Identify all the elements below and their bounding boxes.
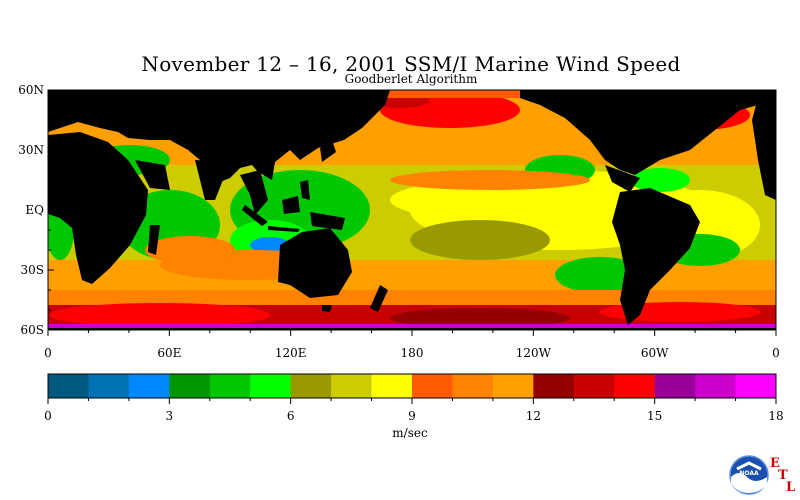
colorbar-tick-label: 3 (166, 409, 174, 423)
colorbar-swatch (695, 374, 737, 398)
lon-label: 180 (401, 346, 424, 360)
colorbar-swatch (654, 374, 696, 398)
colorbar-ticks: 0 3 6 9 12 15 18 (44, 398, 784, 423)
colorbar-swatch (533, 374, 575, 398)
lon-label: 60E (157, 346, 181, 360)
land-masses (48, 90, 776, 330)
southeast-asia (240, 170, 268, 215)
noaa-badge-text: NOAA (739, 470, 759, 477)
europe-africa-edge (752, 90, 776, 200)
lon-label: 120W (516, 346, 552, 360)
colorbar-swatch (371, 374, 413, 398)
colorbar-swatch (412, 374, 453, 398)
madagascar (148, 225, 160, 255)
colorbar-tick-label: 18 (768, 409, 783, 423)
longitude-axis: 0 60E 120E 180 120W 60W 0 (44, 330, 780, 360)
lon-label: 0 (44, 346, 52, 360)
north-america (520, 90, 776, 175)
colorbar-swatch (735, 374, 777, 398)
colorbar-swatch (573, 374, 615, 398)
java (268, 226, 300, 232)
colorbar-swatch (48, 374, 89, 398)
etl-letter-l: L (786, 480, 796, 495)
colorbar-swatch (169, 374, 211, 398)
map-subtitle: Goodberlet Algorithm (344, 72, 478, 86)
new-zealand (370, 285, 388, 312)
borneo (282, 196, 300, 214)
lon-label: 60W (641, 346, 669, 360)
noaa-logo: NOAA (729, 455, 769, 495)
lat-label: 60N (18, 83, 44, 97)
antarctica-edge (48, 328, 776, 330)
latitude-axis: 60N 30N EQ 30S 60S (18, 83, 54, 337)
australia (278, 228, 352, 298)
colorbar-swatch (614, 374, 656, 398)
japan (320, 140, 336, 162)
lon-label: 120E (275, 346, 307, 360)
colorbar-swatch (331, 374, 373, 398)
colorbar-swatch (492, 374, 534, 398)
lon-label: 0 (772, 346, 780, 360)
colorbar-tick-label: 9 (408, 409, 416, 423)
colorbar-unit-label: m/sec (392, 426, 428, 440)
lat-label: EQ (25, 203, 44, 217)
lat-label: 30N (18, 143, 44, 157)
map-title: November 12 – 16, 2001 SSM/I Marine Wind… (141, 52, 681, 76)
colorbar-swatch (128, 374, 170, 398)
arabia (135, 160, 170, 190)
etl-letter-t: T (778, 468, 788, 483)
lat-label: 30S (21, 263, 45, 277)
tasmania (322, 305, 332, 312)
colorbar-swatch (290, 374, 332, 398)
colorbar-swatch (250, 374, 292, 398)
colorbar-tick-label: 6 (287, 409, 295, 423)
south-america (612, 188, 700, 325)
colorbar-swatch (452, 374, 494, 398)
new-guinea (310, 212, 345, 230)
iceland (700, 94, 718, 104)
philippines (300, 180, 310, 200)
central-america (605, 165, 640, 192)
india (195, 160, 230, 200)
eurasia (48, 90, 390, 182)
colorbar-tick-label: 12 (526, 409, 541, 423)
africa (48, 132, 148, 284)
colorbar-swatches (48, 374, 777, 398)
colorbar-tick-label: 15 (647, 409, 662, 423)
etl-letter-e: E (770, 456, 780, 471)
colorbar-swatch (88, 374, 130, 398)
sumatra (242, 205, 268, 226)
lat-label: 60S (21, 323, 45, 337)
colorbar-tick-label: 0 (44, 409, 52, 423)
colorbar-swatch (209, 374, 251, 398)
